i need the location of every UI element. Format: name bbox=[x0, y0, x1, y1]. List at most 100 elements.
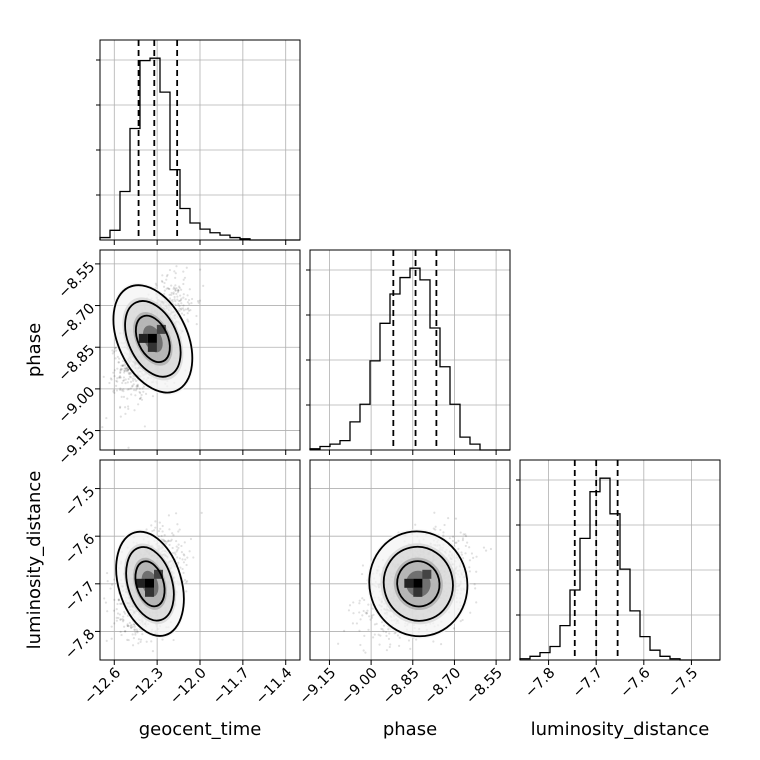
scatter-point bbox=[168, 293, 171, 296]
scatter-point bbox=[183, 276, 187, 279]
scatter-point bbox=[116, 377, 119, 380]
scatter-point bbox=[127, 405, 130, 408]
scatter-point bbox=[122, 379, 125, 382]
scatter-point bbox=[103, 597, 106, 600]
scatter-point bbox=[373, 633, 376, 636]
scatter-point bbox=[373, 623, 377, 626]
scatter-point bbox=[154, 526, 157, 529]
scatter-point bbox=[372, 636, 375, 639]
scatter-point bbox=[132, 379, 135, 382]
scatter-point bbox=[133, 629, 136, 632]
scatter-point bbox=[121, 368, 124, 371]
scatter-point bbox=[126, 388, 129, 391]
scatter-point bbox=[385, 634, 388, 637]
scatter-point bbox=[160, 279, 164, 283]
scatter-point bbox=[459, 531, 462, 534]
scatter-point bbox=[137, 638, 140, 641]
scatter-point bbox=[174, 512, 178, 515]
scatter-point bbox=[127, 372, 131, 376]
scatter-point bbox=[139, 391, 142, 395]
density-peak-cell bbox=[422, 569, 432, 579]
scatter-point bbox=[388, 645, 391, 649]
scatter-point bbox=[105, 639, 108, 642]
scatter-point bbox=[127, 625, 130, 628]
scatter-point bbox=[470, 552, 474, 555]
scatter-point bbox=[178, 243, 180, 245]
scatter-point bbox=[358, 611, 361, 614]
scatter-point bbox=[200, 511, 203, 514]
scatter-point bbox=[347, 609, 351, 612]
scatter-point bbox=[161, 530, 164, 533]
scatter-point bbox=[351, 622, 355, 625]
scatter-point bbox=[138, 387, 141, 390]
scatter-point bbox=[126, 623, 129, 626]
scatter-point bbox=[120, 395, 123, 398]
scatter-point bbox=[166, 540, 169, 543]
scatter-point bbox=[180, 307, 183, 310]
joint-layer bbox=[337, 511, 493, 654]
scatter-point bbox=[119, 368, 123, 371]
scatter-point bbox=[174, 289, 177, 292]
scatter-point bbox=[164, 540, 167, 543]
y-tick-label: −7.7 bbox=[62, 579, 98, 615]
scatter-point bbox=[355, 622, 359, 625]
scatter-point bbox=[380, 627, 383, 630]
scatter-point bbox=[171, 532, 174, 535]
density-peak-cell bbox=[156, 324, 166, 334]
scatter-point bbox=[177, 530, 180, 533]
density-peak-cell bbox=[138, 333, 148, 343]
x-tick-label: −8.70 bbox=[422, 665, 465, 708]
density-peak-cell bbox=[145, 578, 154, 588]
scatter-point bbox=[182, 278, 185, 281]
scatter-point bbox=[126, 638, 129, 641]
scatter-point bbox=[443, 523, 446, 527]
scatter-point bbox=[126, 397, 129, 400]
scatter-point bbox=[122, 615, 125, 618]
scatter-point bbox=[163, 534, 166, 537]
scatter-point bbox=[118, 388, 122, 391]
scatter-point bbox=[112, 390, 115, 393]
scatter-point bbox=[468, 559, 472, 562]
scatter-point bbox=[141, 387, 144, 390]
scatter-point bbox=[125, 370, 128, 373]
scatter-point bbox=[114, 347, 117, 350]
scatter-point bbox=[182, 270, 185, 273]
scatter-point bbox=[124, 382, 127, 385]
contour-line bbox=[134, 560, 166, 608]
scatter-point bbox=[130, 626, 133, 629]
scatter-point bbox=[158, 521, 161, 524]
scatter-point bbox=[136, 383, 139, 386]
scatter-point bbox=[367, 603, 370, 606]
scatter-point bbox=[178, 528, 181, 531]
x-axis-label-phase: phase bbox=[383, 719, 437, 740]
scatter-point bbox=[118, 357, 121, 360]
scatter-point bbox=[119, 376, 122, 379]
scatter-point bbox=[163, 289, 167, 292]
scatter-point bbox=[124, 412, 127, 415]
scatter-point bbox=[387, 637, 391, 640]
scatter-point bbox=[113, 578, 116, 581]
x-tick-label: −7.6 bbox=[617, 665, 653, 701]
scatter-point bbox=[415, 638, 418, 641]
scatter-point bbox=[127, 388, 130, 391]
scatter-point bbox=[132, 383, 135, 386]
scatter-point bbox=[117, 599, 120, 602]
scatter-point bbox=[361, 564, 365, 567]
scatter-point bbox=[364, 611, 367, 614]
contour-line bbox=[115, 530, 185, 637]
scatter-point bbox=[161, 524, 164, 528]
scatter-point bbox=[120, 364, 123, 367]
scatter-point bbox=[112, 371, 115, 374]
scatter-point bbox=[369, 618, 372, 621]
scatter-point bbox=[432, 527, 435, 530]
scatter-point bbox=[185, 266, 188, 269]
scatter-point bbox=[127, 371, 130, 374]
joint-layer bbox=[103, 511, 203, 653]
scatter-point bbox=[177, 561, 180, 564]
scatter-point bbox=[130, 626, 133, 629]
scatter-point bbox=[177, 543, 180, 546]
scatter-point bbox=[343, 629, 346, 632]
scatter-point bbox=[352, 601, 355, 604]
scatter-point bbox=[134, 389, 138, 392]
scatter-point bbox=[174, 289, 177, 292]
